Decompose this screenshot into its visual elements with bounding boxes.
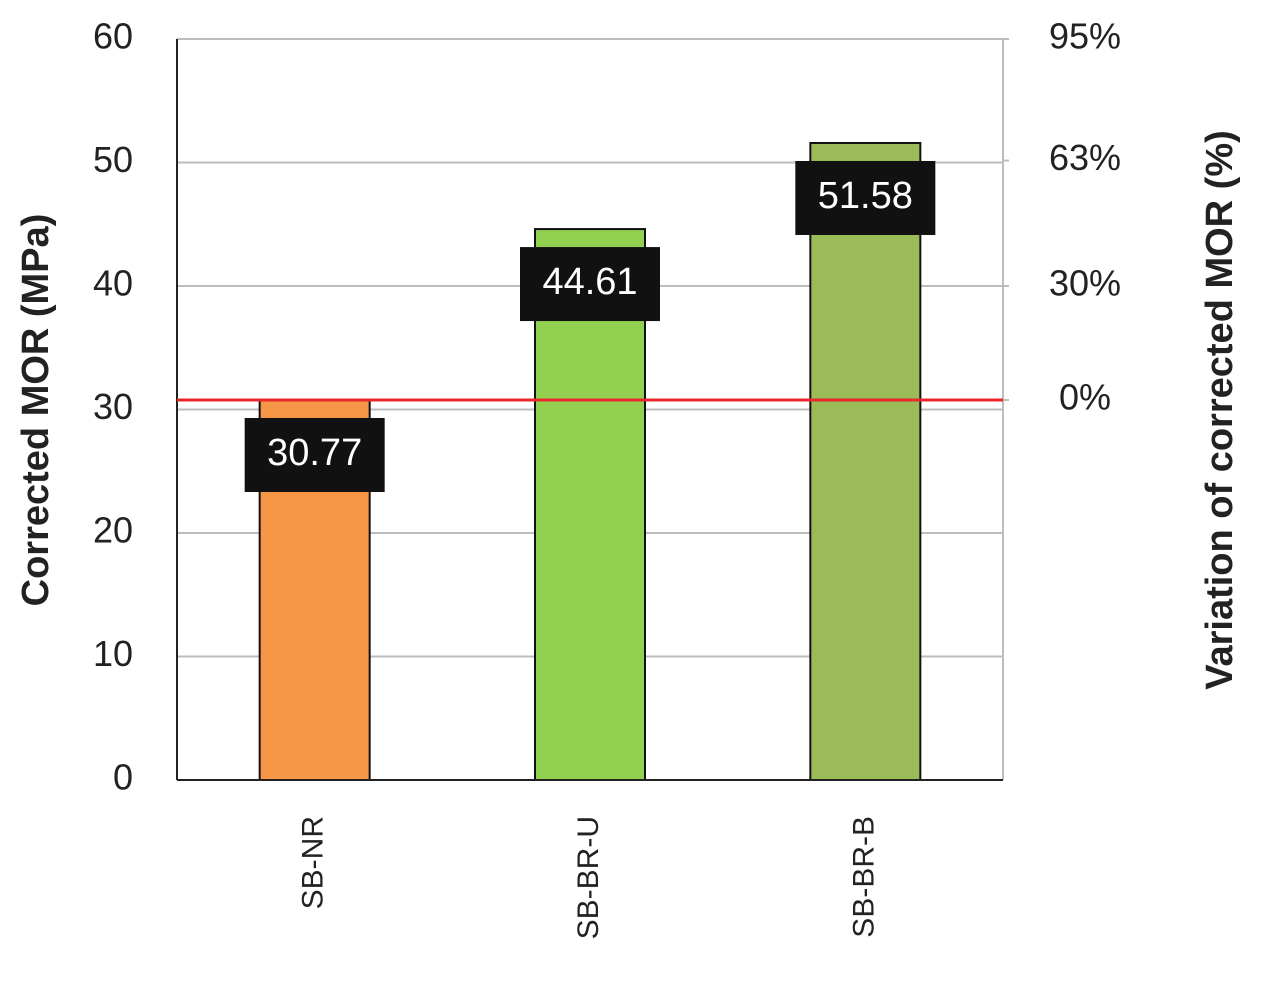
y-tick-label: 20: [93, 510, 133, 551]
value-label: 44.61: [542, 261, 637, 303]
y-tick-label: 30: [93, 386, 133, 427]
y2-tick-label: 0%: [1059, 377, 1111, 418]
y-tick-label: 60: [93, 16, 133, 57]
value-label: 51.58: [818, 175, 913, 217]
x-tick-label: SB-NR: [297, 816, 330, 909]
y-tick-label: 50: [93, 139, 133, 180]
y2-tick-label: 30%: [1049, 263, 1121, 304]
bar: [809, 141, 922, 781]
y-tick-label: 10: [93, 633, 133, 674]
y2-axis-title: Variation of corrected MOR (%): [1199, 130, 1241, 690]
y-axis-title: Corrected MOR (MPa): [15, 214, 57, 607]
y-tick-label: 40: [93, 263, 133, 304]
y-tick-label: 0: [113, 757, 133, 798]
x-tick-label: SB-BR-U: [572, 816, 605, 939]
value-label: 30.77: [267, 432, 362, 474]
value-label-box: [244, 417, 385, 492]
x-tick-label: SB-BR-B: [847, 816, 880, 938]
value-label-box: [520, 247, 660, 322]
y2-tick-label: 63%: [1049, 137, 1121, 178]
y2-tick-label: 95%: [1049, 16, 1121, 57]
value-label-box: [795, 160, 936, 235]
